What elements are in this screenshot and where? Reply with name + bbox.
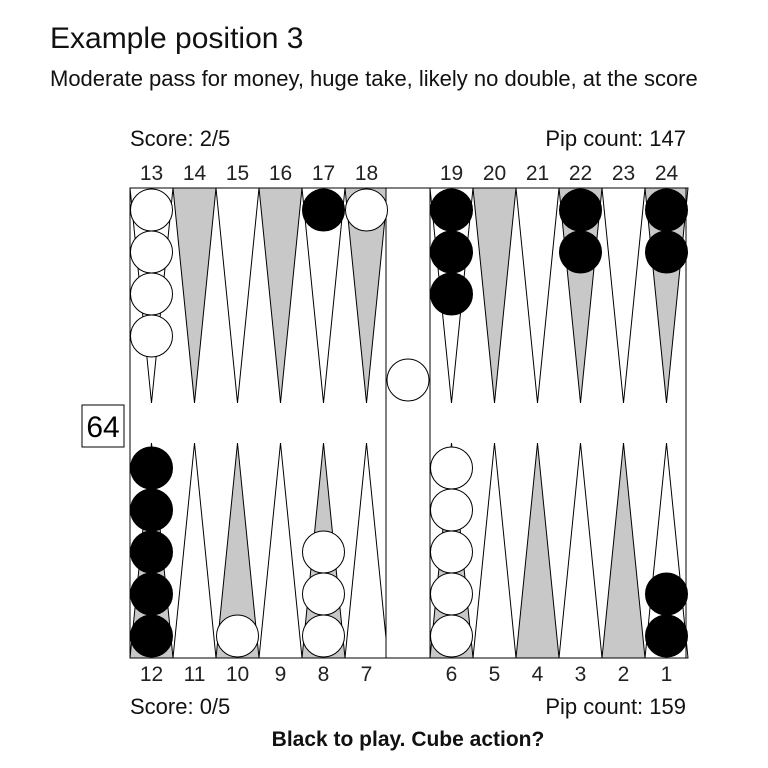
point-23[interactable] xyxy=(601,187,646,404)
bottom-pip-count: Pip count: 159 xyxy=(545,694,686,719)
black-checker[interactable] xyxy=(130,614,173,658)
point-15[interactable] xyxy=(215,187,260,404)
black-checker[interactable] xyxy=(302,188,345,232)
point-label-7: 7 xyxy=(361,663,373,686)
point-2[interactable] xyxy=(601,442,646,659)
point-label-5: 5 xyxy=(489,663,501,686)
point-label-16: 16 xyxy=(269,162,292,185)
point-labels: 13 12 14 11 15 10 16 9 17 8 18 7 19 6 20 5 21 4 22 3 23 2 24 1 xyxy=(140,162,679,686)
white-checker[interactable] xyxy=(345,188,388,232)
black-checker[interactable] xyxy=(645,614,688,658)
point-20[interactable] xyxy=(472,187,517,404)
point-label-15: 15 xyxy=(226,162,249,185)
cube-value: 64 xyxy=(86,411,119,444)
white-checker[interactable] xyxy=(430,614,473,658)
point-label-23: 23 xyxy=(612,162,635,185)
point-label-2: 2 xyxy=(618,663,630,686)
point-label-8: 8 xyxy=(318,663,330,686)
black-checker[interactable] xyxy=(645,188,688,232)
white-checker[interactable] xyxy=(302,614,345,658)
black-checker[interactable] xyxy=(430,230,473,274)
point-label-24: 24 xyxy=(655,162,679,185)
white-checker[interactable] xyxy=(430,572,473,616)
point-7[interactable] xyxy=(344,442,389,659)
black-checker[interactable] xyxy=(645,230,688,274)
black-checker[interactable] xyxy=(430,188,473,232)
bar-white-checker[interactable] xyxy=(386,358,430,402)
point-5[interactable] xyxy=(472,442,517,659)
white-checker[interactable] xyxy=(302,572,345,616)
point-label-9: 9 xyxy=(275,663,287,686)
white-checker[interactable] xyxy=(302,530,345,574)
point-label-12: 12 xyxy=(140,663,163,686)
black-checker[interactable] xyxy=(430,272,473,316)
white-checker[interactable] xyxy=(130,272,173,316)
point-label-1: 1 xyxy=(661,663,673,686)
point-label-4: 4 xyxy=(532,663,544,686)
point-4[interactable] xyxy=(515,442,560,659)
point-label-22: 22 xyxy=(569,162,592,185)
point-label-10: 10 xyxy=(226,663,249,686)
bar xyxy=(385,187,431,659)
point-11[interactable] xyxy=(172,442,217,659)
point-label-20: 20 xyxy=(483,162,506,185)
point-label-21: 21 xyxy=(526,162,549,185)
point-label-3: 3 xyxy=(575,663,587,686)
doubling-cube[interactable]: 64 xyxy=(81,404,125,448)
checkers xyxy=(130,188,688,658)
black-checker[interactable] xyxy=(559,230,602,274)
position-subtitle: Moderate pass for money, huge take, like… xyxy=(50,66,698,91)
black-checker[interactable] xyxy=(130,446,173,490)
black-checker[interactable] xyxy=(130,572,173,616)
point-21[interactable] xyxy=(515,187,560,404)
point-label-6: 6 xyxy=(446,663,458,686)
white-checker[interactable] xyxy=(130,314,173,358)
black-checker[interactable] xyxy=(645,572,688,616)
white-checker[interactable] xyxy=(130,230,173,274)
top-score: Score: 2/5 xyxy=(130,126,231,151)
point-label-19: 19 xyxy=(440,162,463,185)
white-checker[interactable] xyxy=(430,488,473,532)
point-label-11: 11 xyxy=(184,663,206,686)
point-14[interactable] xyxy=(172,187,217,404)
point-9[interactable] xyxy=(258,442,303,659)
white-checker[interactable] xyxy=(430,446,473,490)
white-checker[interactable] xyxy=(430,530,473,574)
point-label-14: 14 xyxy=(183,162,207,185)
point-16[interactable] xyxy=(258,187,303,404)
top-pip-count: Pip count: 147 xyxy=(545,126,686,151)
page-title: Example position 3 xyxy=(50,22,304,55)
black-checker[interactable] xyxy=(559,188,602,232)
point-label-18: 18 xyxy=(355,162,378,185)
black-checker[interactable] xyxy=(130,530,173,574)
bottom-score: Score: 0/5 xyxy=(130,694,231,719)
point-label-17: 17 xyxy=(312,162,335,185)
white-checker[interactable] xyxy=(130,188,173,232)
white-checker[interactable] xyxy=(216,614,259,658)
point-3[interactable] xyxy=(558,442,603,659)
point-label-13: 13 xyxy=(140,162,163,185)
prompt-text: Black to play. Cube action? xyxy=(271,728,545,751)
black-checker[interactable] xyxy=(130,488,173,532)
